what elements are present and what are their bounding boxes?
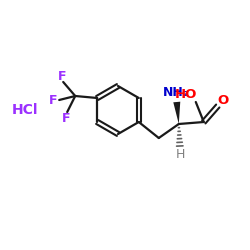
Text: HCl: HCl — [12, 103, 38, 117]
Text: F: F — [58, 70, 66, 82]
Text: NH₂: NH₂ — [163, 86, 189, 98]
Text: O: O — [217, 94, 228, 106]
Text: H: H — [176, 148, 186, 160]
Text: F: F — [62, 112, 70, 124]
Text: F: F — [49, 94, 58, 106]
Polygon shape — [173, 102, 180, 124]
Text: HO: HO — [174, 88, 197, 101]
